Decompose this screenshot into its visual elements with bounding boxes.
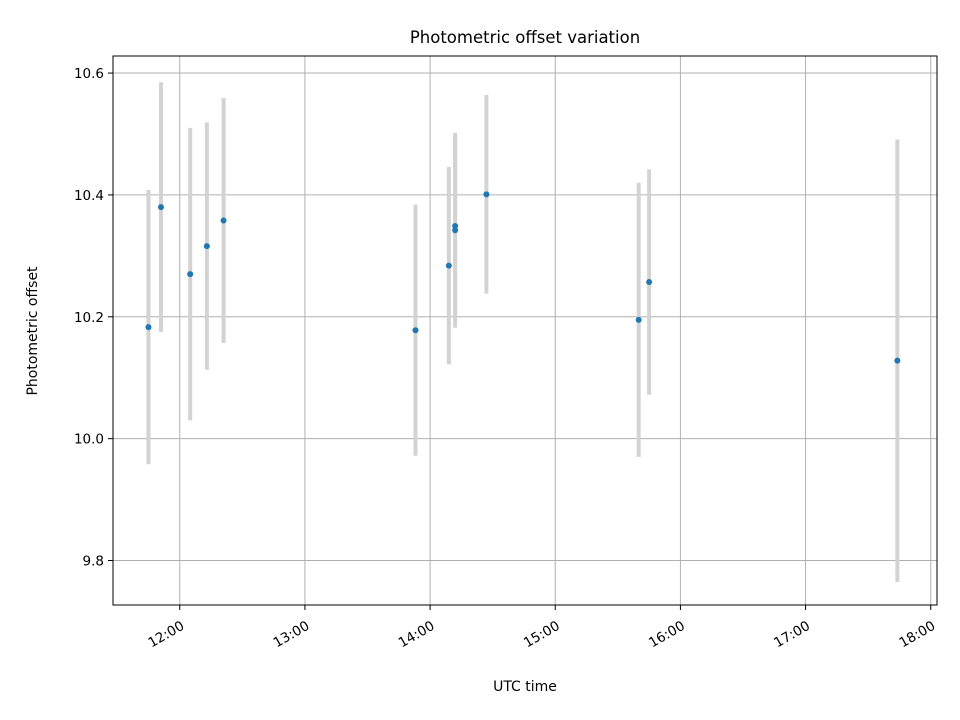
data-point: [452, 227, 459, 234]
data-point: [635, 316, 642, 323]
data-point: [894, 357, 901, 364]
data-point: [220, 217, 227, 224]
data-point: [646, 279, 653, 286]
y-axis: 9.8 10.0 10.2 10.4 10.6: [74, 66, 113, 570]
y-tick-label: 10.2: [74, 310, 104, 326]
data-point: [145, 324, 152, 331]
y-axis-label: Photometric offset: [25, 266, 41, 396]
data-point: [452, 223, 459, 230]
y-tick-label: 10.6: [74, 66, 104, 82]
data-point: [483, 191, 490, 198]
y-tick-label: 10.4: [74, 188, 104, 204]
y-tick-label: 9.8: [83, 554, 104, 570]
data-points: [145, 191, 901, 364]
chart-title: Photometric offset variation: [410, 28, 640, 47]
data-point: [203, 243, 210, 250]
grid: [113, 56, 937, 605]
data-point: [412, 327, 419, 334]
data-point: [445, 262, 452, 269]
x-axis-label: UTC time: [493, 679, 557, 695]
y-tick-label: 10.0: [74, 432, 104, 448]
data-point: [187, 271, 194, 278]
plot-frame: [112, 55, 938, 606]
data-point: [157, 204, 164, 211]
